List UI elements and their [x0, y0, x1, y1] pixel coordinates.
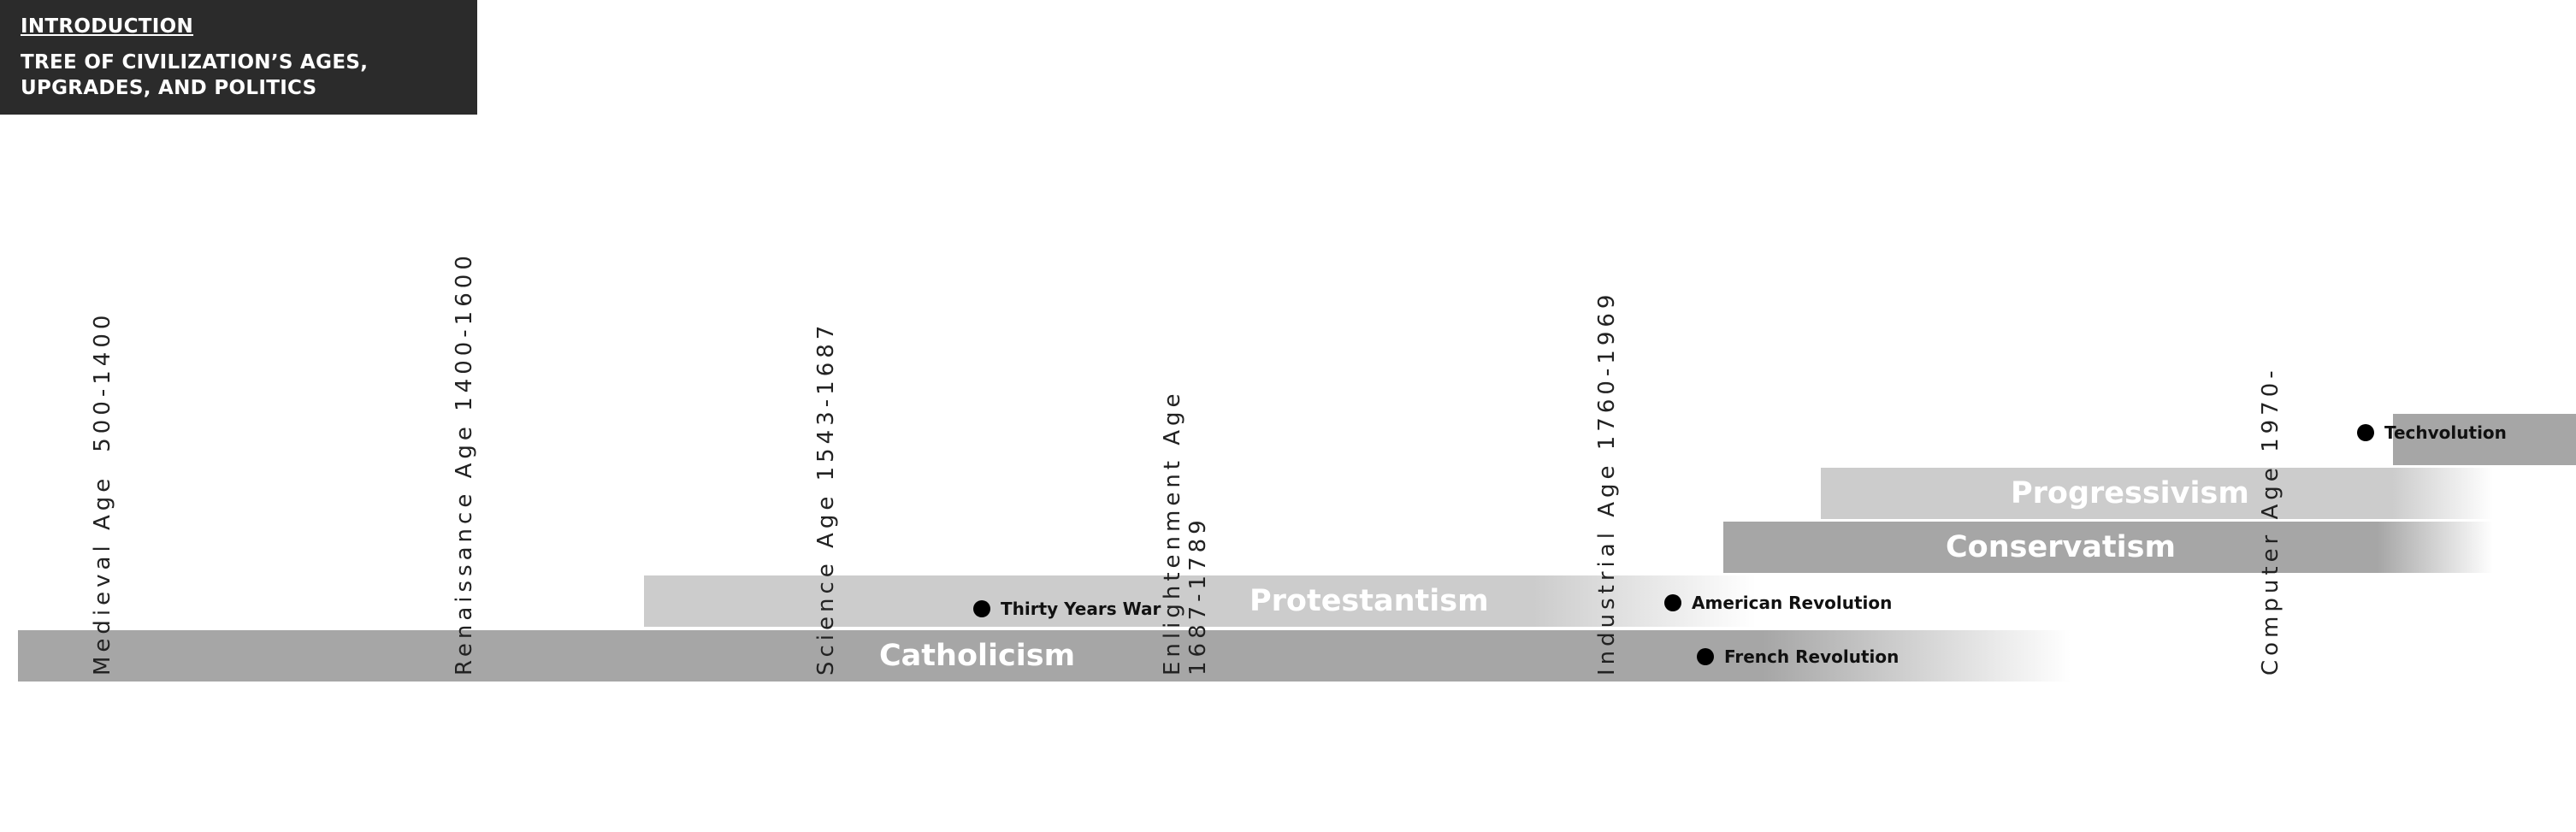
event-label: American Revolution — [1692, 593, 1893, 613]
era-medieval: Medieval Age 500-1400 — [90, 311, 115, 676]
intro-header: INTRODUCTION TREE OF CIVILIZATION’S AGES… — [0, 0, 477, 115]
progressivism-label: Progressivism — [2011, 476, 2249, 510]
era-computer: Computer Age 1970- — [2258, 366, 2284, 676]
catholicism-band: Catholicism — [18, 630, 2071, 682]
protestantism-band: Protestantism — [644, 575, 1756, 627]
era-science: Science Age 1543-1687 — [813, 321, 839, 676]
techvolution-band — [2393, 414, 2576, 465]
era-medieval-name: Medieval Age — [90, 474, 115, 676]
conservatism-band: Conservatism — [1723, 522, 2493, 573]
event-american-revolution: American Revolution — [1664, 593, 1892, 613]
catholicism-label: Catholicism — [879, 639, 1076, 673]
event-label: French Revolution — [1724, 646, 1900, 667]
era-renaissance: Renaissance Age 1400-1600 — [452, 251, 477, 676]
protestantism-label: Protestantism — [1250, 584, 1489, 618]
era-enlightenment-years: 1687-1789 — [1185, 516, 1211, 676]
event-label: Thirty Years War — [1001, 599, 1161, 619]
bullet-dot-icon — [2357, 424, 2374, 441]
event-techvolution: Techvolution — [2357, 422, 2507, 443]
bullet-dot-icon — [1664, 594, 1681, 611]
event-french-revolution: French Revolution — [1697, 646, 1899, 667]
event-thirty-years-war: Thirty Years War — [973, 599, 1161, 619]
bullet-dot-icon — [973, 600, 990, 617]
bullet-dot-icon — [1697, 648, 1714, 665]
event-label: Techvolution — [2384, 422, 2507, 443]
era-industrial: Industrial Age 1760-1969 — [1594, 290, 1620, 676]
era-medieval-years: 500-1400 — [90, 310, 115, 452]
conservatism-label: Conservatism — [1946, 530, 2176, 564]
era-enlightenment: Enlightenment Age 1687-1789 — [1160, 389, 1211, 676]
progressivism-band: Progressivism — [1821, 468, 2493, 519]
introduction-link[interactable]: INTRODUCTION — [21, 15, 194, 38]
era-enlightenment-name: Enlightenment Age — [1160, 389, 1185, 676]
page-title: TREE OF CIVILIZATION’S AGES, UPGRADES, A… — [21, 51, 369, 99]
